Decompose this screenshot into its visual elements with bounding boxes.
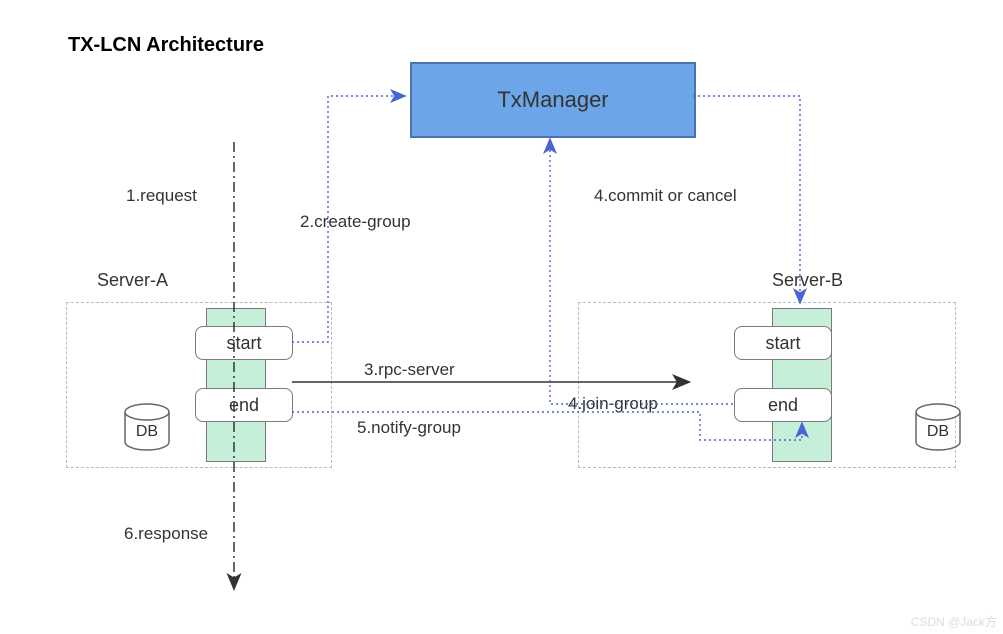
server-b-start-label: start xyxy=(765,333,800,354)
server-b-label: Server-B xyxy=(772,270,843,291)
server-a-db: DB xyxy=(121,402,173,459)
watermark: CSDN @Jack方 xyxy=(911,613,997,630)
label-commit-cancel: 4.commit or cancel xyxy=(594,186,737,206)
database-icon: DB xyxy=(912,402,964,454)
server-a-start: start xyxy=(195,326,293,360)
label-rpc-server: 3.rpc-server xyxy=(364,360,455,380)
label-join-group: 4.join-group xyxy=(568,394,658,414)
label-response: 6.response xyxy=(124,524,208,544)
server-b-db: DB xyxy=(912,402,964,459)
server-b-start: start xyxy=(734,326,832,360)
database-icon: DB xyxy=(121,402,173,454)
server-b-end: end xyxy=(734,388,832,422)
label-create-group: 2.create-group xyxy=(300,212,411,232)
db-label: DB xyxy=(927,423,949,440)
db-label: DB xyxy=(136,423,158,440)
server-b-end-label: end xyxy=(768,395,798,416)
diagram-title: TX-LCN Architecture xyxy=(68,34,264,57)
label-request: 1.request xyxy=(126,186,197,206)
txmanager-box: TxManager xyxy=(410,62,696,138)
server-a-end: end xyxy=(195,388,293,422)
server-a-start-label: start xyxy=(226,333,261,354)
server-a-end-label: end xyxy=(229,395,259,416)
server-a-label: Server-A xyxy=(97,270,168,291)
label-notify-group: 5.notify-group xyxy=(357,418,461,438)
txmanager-label: TxManager xyxy=(497,87,608,113)
